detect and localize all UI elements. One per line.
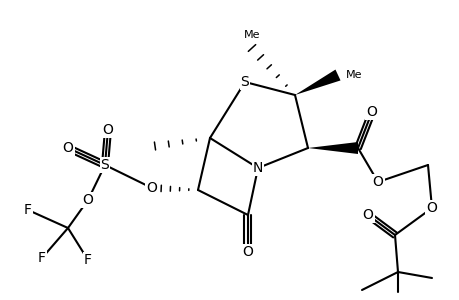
Text: F: F <box>38 251 46 265</box>
Text: Me: Me <box>345 70 362 80</box>
Text: O: O <box>362 208 373 222</box>
Text: O: O <box>366 105 377 119</box>
Text: N: N <box>252 161 263 175</box>
Text: O: O <box>62 141 73 155</box>
Text: O: O <box>242 245 253 259</box>
Polygon shape <box>308 142 357 154</box>
Text: S: S <box>240 75 249 89</box>
Polygon shape <box>294 70 340 95</box>
Text: S: S <box>101 158 109 172</box>
Text: O: O <box>82 193 93 207</box>
Text: O: O <box>102 123 113 137</box>
Text: O: O <box>372 175 383 189</box>
Text: F: F <box>24 203 32 217</box>
Text: F: F <box>84 253 92 267</box>
Text: O: O <box>146 181 157 195</box>
Text: O: O <box>425 201 437 215</box>
Text: Me: Me <box>243 30 260 40</box>
